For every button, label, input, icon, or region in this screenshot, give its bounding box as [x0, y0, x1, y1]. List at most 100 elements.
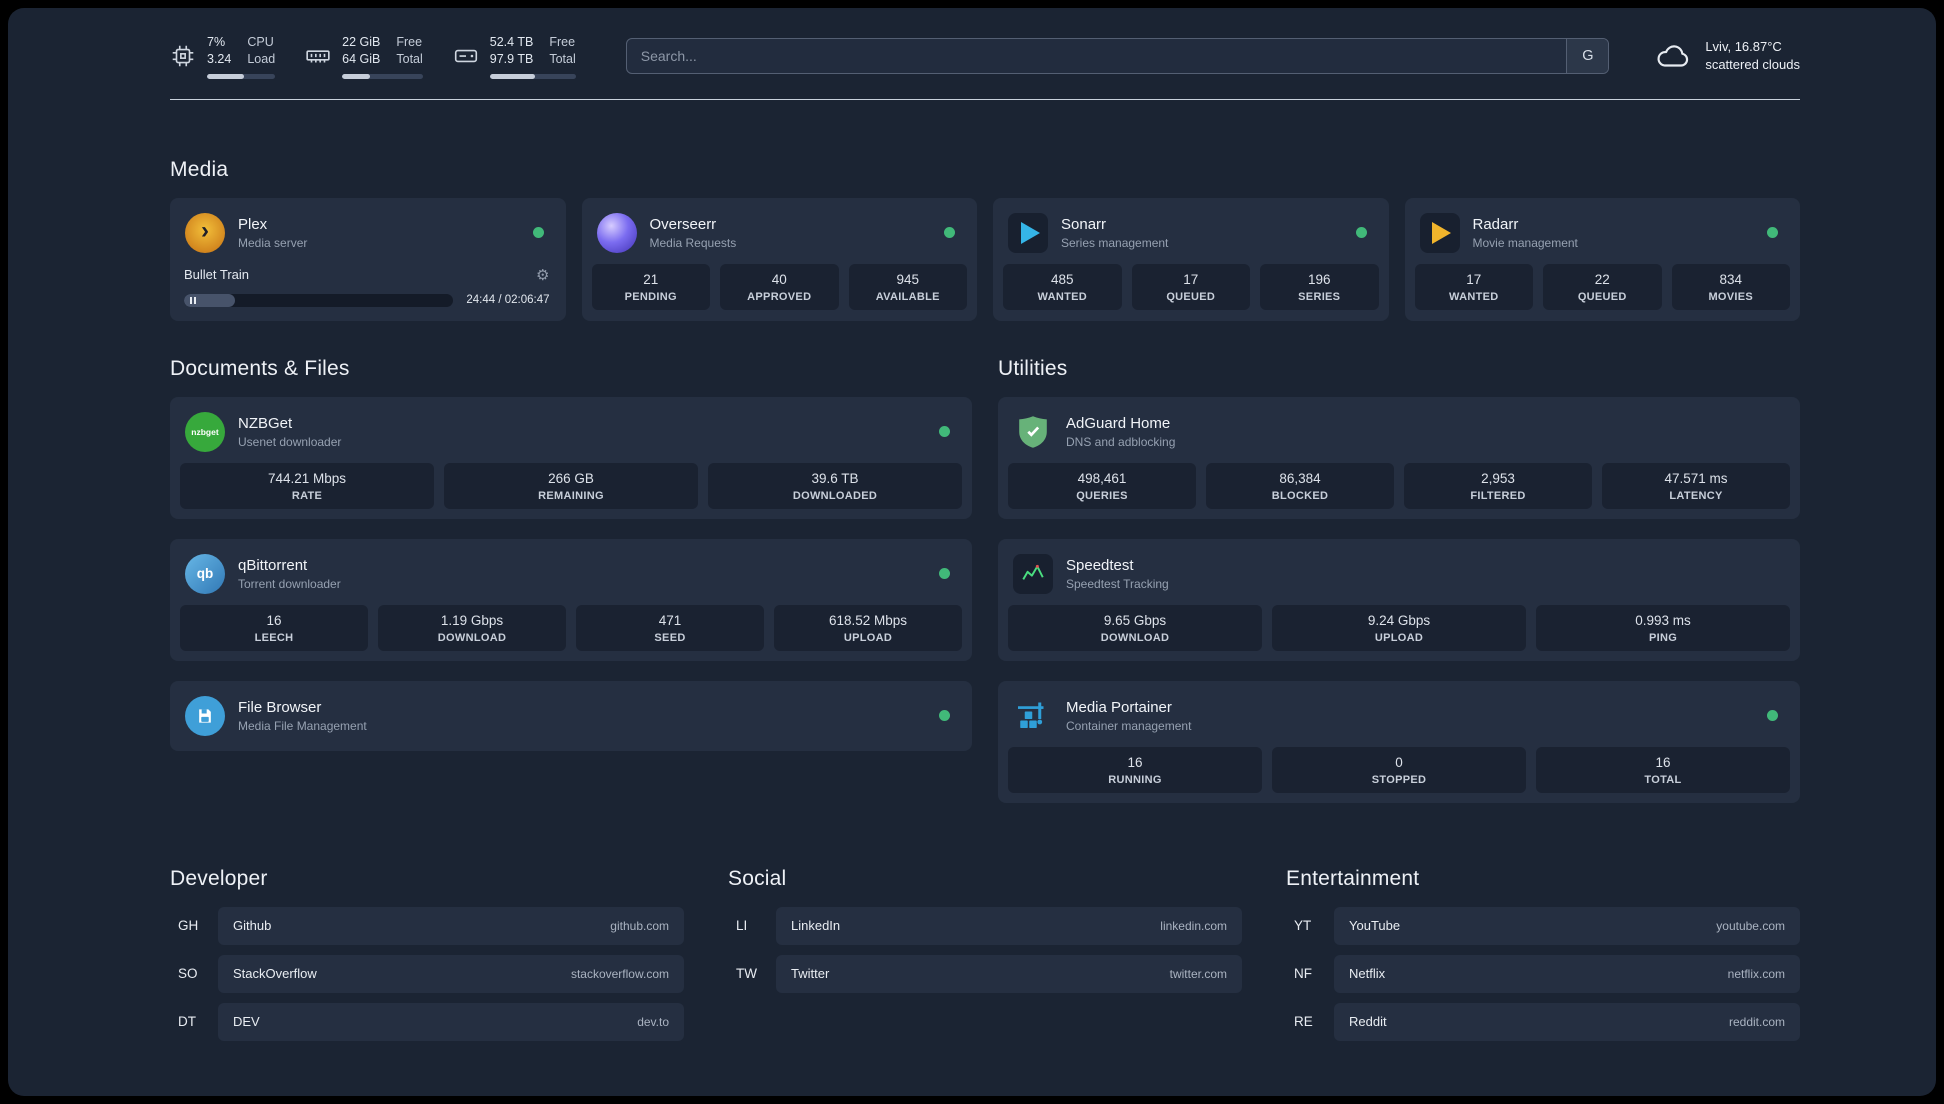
stat-label: RUNNING — [1108, 773, 1162, 786]
stat-value: 17 — [1183, 271, 1199, 287]
stat-tile: 1.19 Gbps DOWNLOAD — [378, 604, 566, 651]
plex-icon: › — [185, 212, 225, 253]
bookmark-pill[interactable]: Twitter twitter.com — [776, 954, 1242, 993]
bookmark-row[interactable]: DT DEV dev.to — [170, 1002, 684, 1041]
app-card-qbittorrent[interactable]: qb qBittorrent Torrent downloader 16 LEEC… — [170, 538, 972, 661]
bookmark-name: LinkedIn — [791, 918, 841, 934]
stat-label: WANTED — [1449, 290, 1499, 303]
disk-total-value: 97.9 TB — [489, 51, 534, 66]
status-dot — [939, 426, 950, 438]
bookmark-row[interactable]: TW Twitter twitter.com — [728, 954, 1242, 993]
app-name: NZBGet — [238, 414, 293, 432]
stat-tile: 471 SEED — [576, 604, 764, 651]
search-input[interactable] — [626, 39, 1567, 74]
app-card-plex[interactable]: › Plex Media server Bullet Train ⚙ — [170, 197, 566, 321]
bookmark-pill[interactable]: Reddit reddit.com — [1334, 1002, 1800, 1041]
stat-value: 945 — [896, 271, 920, 287]
app-subtitle: Usenet downloader — [238, 434, 342, 449]
stat-label: FILTERED — [1470, 489, 1526, 502]
ram-usage-bar — [342, 73, 423, 79]
stat-label: UPLOAD — [843, 631, 893, 644]
stat-value: 1.19 Gbps — [440, 612, 504, 628]
bookmark-pill[interactable]: DEV dev.to — [218, 1002, 684, 1041]
utilities-section-title: Utilities — [998, 356, 1068, 380]
bookmark-abbr: DT — [178, 1014, 196, 1030]
stat-tile: 618.52 Mbps UPLOAD — [774, 604, 962, 651]
bookmark-pill[interactable]: LinkedIn linkedin.com — [776, 906, 1242, 945]
stat-value: 86,384 — [1279, 470, 1321, 486]
app-subtitle: Torrent downloader — [238, 576, 341, 591]
bookmark-pill[interactable]: StackOverflow stackoverflow.com — [218, 954, 684, 993]
stat-label: SERIES — [1298, 290, 1341, 303]
stat-label: DOWNLOAD — [1100, 631, 1170, 644]
stat-label: PING — [1648, 631, 1678, 644]
bookmark-group: Social LI LinkedIn linkedin.com TW Twitter twi… — [728, 867, 1242, 1041]
stat-label: DOWNLOADED — [792, 489, 878, 502]
gear-icon[interactable]: ⚙ — [536, 266, 550, 284]
app-card-radarr[interactable]: Radarr Movie management 17 WANTED 22 QUEUED… — [1404, 197, 1800, 321]
stat-label: REMAINING — [538, 489, 604, 502]
app-card-speedtest[interactable]: Speedtest Speedtest Tracking 9.65 Gbps DO… — [998, 538, 1800, 661]
cpu-stat-body: 7% 3.24 CPU Load — [207, 34, 276, 79]
app-name: Plex — [238, 215, 268, 233]
app-card-nzbget[interactable]: nzbget NZBGet Usenet downloader 744.21 M… — [170, 396, 972, 519]
app-card-filebrowser[interactable]: File Browser Media File Management — [170, 680, 972, 751]
app-card-overseerr[interactable]: Overseerr Media Requests 21 PENDING 40 APPR… — [581, 197, 977, 321]
stat-label: DOWNLOAD — [437, 631, 507, 644]
status-dot — [944, 227, 955, 239]
app-subtitle: Media server — [238, 235, 308, 250]
bookmark-row[interactable]: SO StackOverflow stackoverflow.com — [170, 954, 684, 993]
app-subtitle: Container management — [1066, 718, 1192, 733]
app-subtitle: Movie management — [1472, 235, 1578, 250]
app-name: Sonarr — [1061, 215, 1107, 233]
bookmark-row[interactable]: NF Netflix netflix.com — [1286, 954, 1800, 993]
pause-icon[interactable] — [190, 296, 196, 304]
bookmark-name: Github — [233, 918, 272, 934]
app-card-sonarr[interactable]: Sonarr Series management 485 WANTED 17 QUEU… — [993, 197, 1389, 321]
bookmark-group: Developer GH Github github.com SO StackOverfl… — [170, 867, 684, 1041]
stat-tile: 498,461 QUERIES — [1008, 462, 1196, 509]
stat-value: 834 — [1719, 271, 1743, 287]
bookmark-name: StackOverflow — [233, 966, 317, 982]
bookmark-row[interactable]: RE Reddit reddit.com — [1286, 1002, 1800, 1041]
stat-value: 17 — [1466, 271, 1482, 287]
bookmark-pill[interactable]: Github github.com — [218, 906, 684, 945]
stat-tile: 9.24 Gbps UPLOAD — [1272, 604, 1526, 651]
app-card-portainer[interactable]: Media Portainer Container management 16 R… — [998, 680, 1800, 803]
cpu-icon — [170, 43, 196, 69]
stat-tile: 945 AVAILABLE — [848, 263, 967, 310]
bookmark-url: youtube.com — [1716, 918, 1785, 933]
app-card-adguard[interactable]: AdGuard Home DNS and adblocking 498,461 Q… — [998, 396, 1800, 519]
bookmark-abbr: RE — [1294, 1014, 1313, 1030]
stat-tile: 2,953 FILTERED — [1404, 462, 1592, 509]
nzbget-icon: nzbget — [185, 411, 225, 452]
playback-progress-bar[interactable] — [184, 293, 454, 307]
ram-icon — [305, 43, 331, 69]
bookmark-row[interactable]: LI LinkedIn linkedin.com — [728, 906, 1242, 945]
stat-label: LEECH — [254, 631, 294, 644]
stat-value: 618.52 Mbps — [828, 612, 908, 628]
bookmark-row[interactable]: GH Github github.com — [170, 906, 684, 945]
header-divider — [170, 98, 1800, 100]
portainer-icon — [1013, 696, 1053, 736]
bookmark-row[interactable]: YT YouTube youtube.com — [1286, 906, 1800, 945]
cpu-usage-value: 7% — [207, 35, 226, 49]
app-subtitle: Series management — [1061, 235, 1169, 250]
bookmark-abbr: NF — [1294, 966, 1312, 982]
bookmark-group-title: Entertainment — [1286, 866, 1420, 890]
stat-tile: 16 TOTAL — [1536, 746, 1790, 793]
section-documents: Documents & Files nzbget NZBGet Usenet d… — [170, 357, 972, 803]
app-subtitle: Media Requests — [649, 235, 737, 250]
bookmark-pill[interactable]: Netflix netflix.com — [1334, 954, 1800, 993]
stat-value: 266 GB — [548, 470, 594, 486]
bookmarks: Developer GH Github github.com SO StackOverfl… — [170, 867, 1800, 1041]
bookmark-abbr: GH — [178, 918, 199, 934]
cpu-usage-bar — [207, 73, 276, 79]
disk-icon — [453, 43, 479, 69]
bookmark-pill[interactable]: YouTube youtube.com — [1334, 906, 1800, 945]
stat-value: 196 — [1307, 271, 1331, 287]
search-engine-button[interactable]: G — [1566, 39, 1609, 74]
cpu-label: CPU — [247, 35, 274, 49]
status-dot — [1355, 227, 1367, 239]
ram-total-value: 64 GiB — [342, 51, 381, 66]
